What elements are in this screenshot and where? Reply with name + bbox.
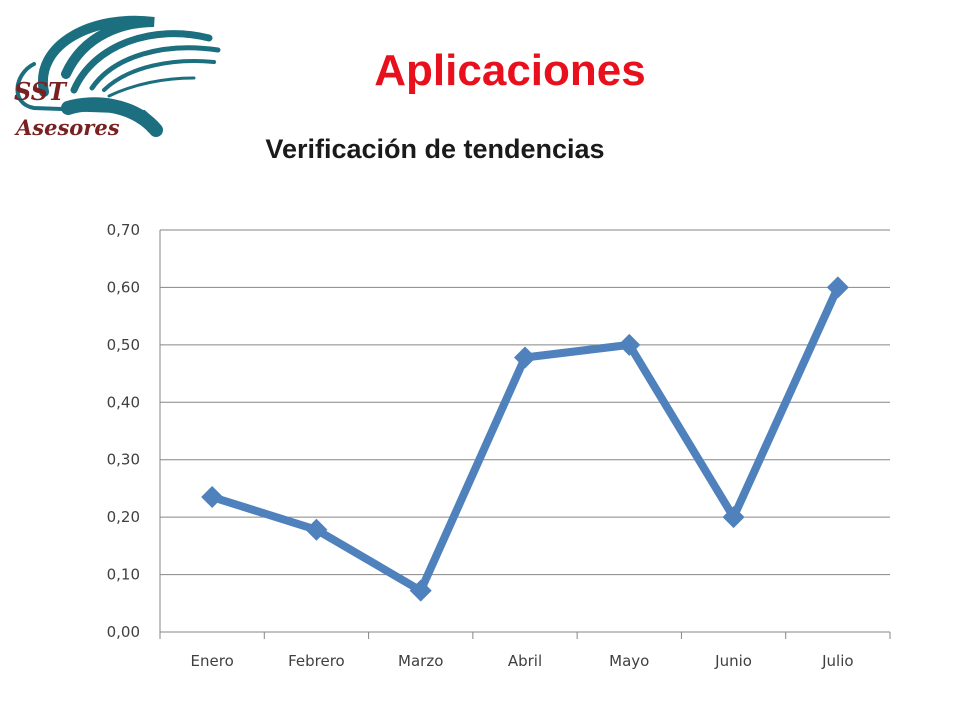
data-point-marker	[305, 518, 328, 541]
data-point-marker	[201, 486, 224, 509]
data-point-marker	[409, 579, 432, 602]
x-tick-label: Junio	[714, 652, 752, 670]
page-title: Aplicaciones	[374, 46, 646, 95]
y-tick-label: 0,50	[107, 336, 140, 354]
data-point-marker	[722, 506, 745, 529]
x-tick-label: Mayo	[609, 652, 649, 670]
series-line	[208, 283, 842, 595]
data-point-marker	[514, 346, 536, 369]
x-tick-label: Enero	[191, 652, 234, 670]
y-tick-label: 0,40	[107, 393, 140, 411]
x-tick-label: Julio	[821, 652, 853, 670]
x-tick-label: Marzo	[398, 652, 443, 670]
data-point-marker	[826, 276, 849, 299]
winged-helmet-icon	[15, 15, 221, 137]
y-tick-label: 0,30	[107, 451, 140, 469]
logo-text-sst: SST	[14, 77, 68, 106]
data-point-marker	[618, 333, 641, 356]
chart-title: Verificación de tendencias	[265, 134, 605, 164]
sst-asesores-logo: SST Asesores	[14, 15, 221, 140]
y-tick-label: 0,10	[107, 566, 140, 584]
x-tick-label: Abril	[508, 652, 542, 670]
y-tick-label: 0,60	[107, 278, 140, 296]
y-tick-label: 0,00	[107, 623, 140, 641]
y-tick-label: 0,70	[107, 221, 140, 239]
y-tick-label: 0,20	[107, 508, 140, 526]
x-tick-label: Febrero	[288, 652, 345, 670]
logo-text-asesores: Asesores	[14, 115, 120, 140]
